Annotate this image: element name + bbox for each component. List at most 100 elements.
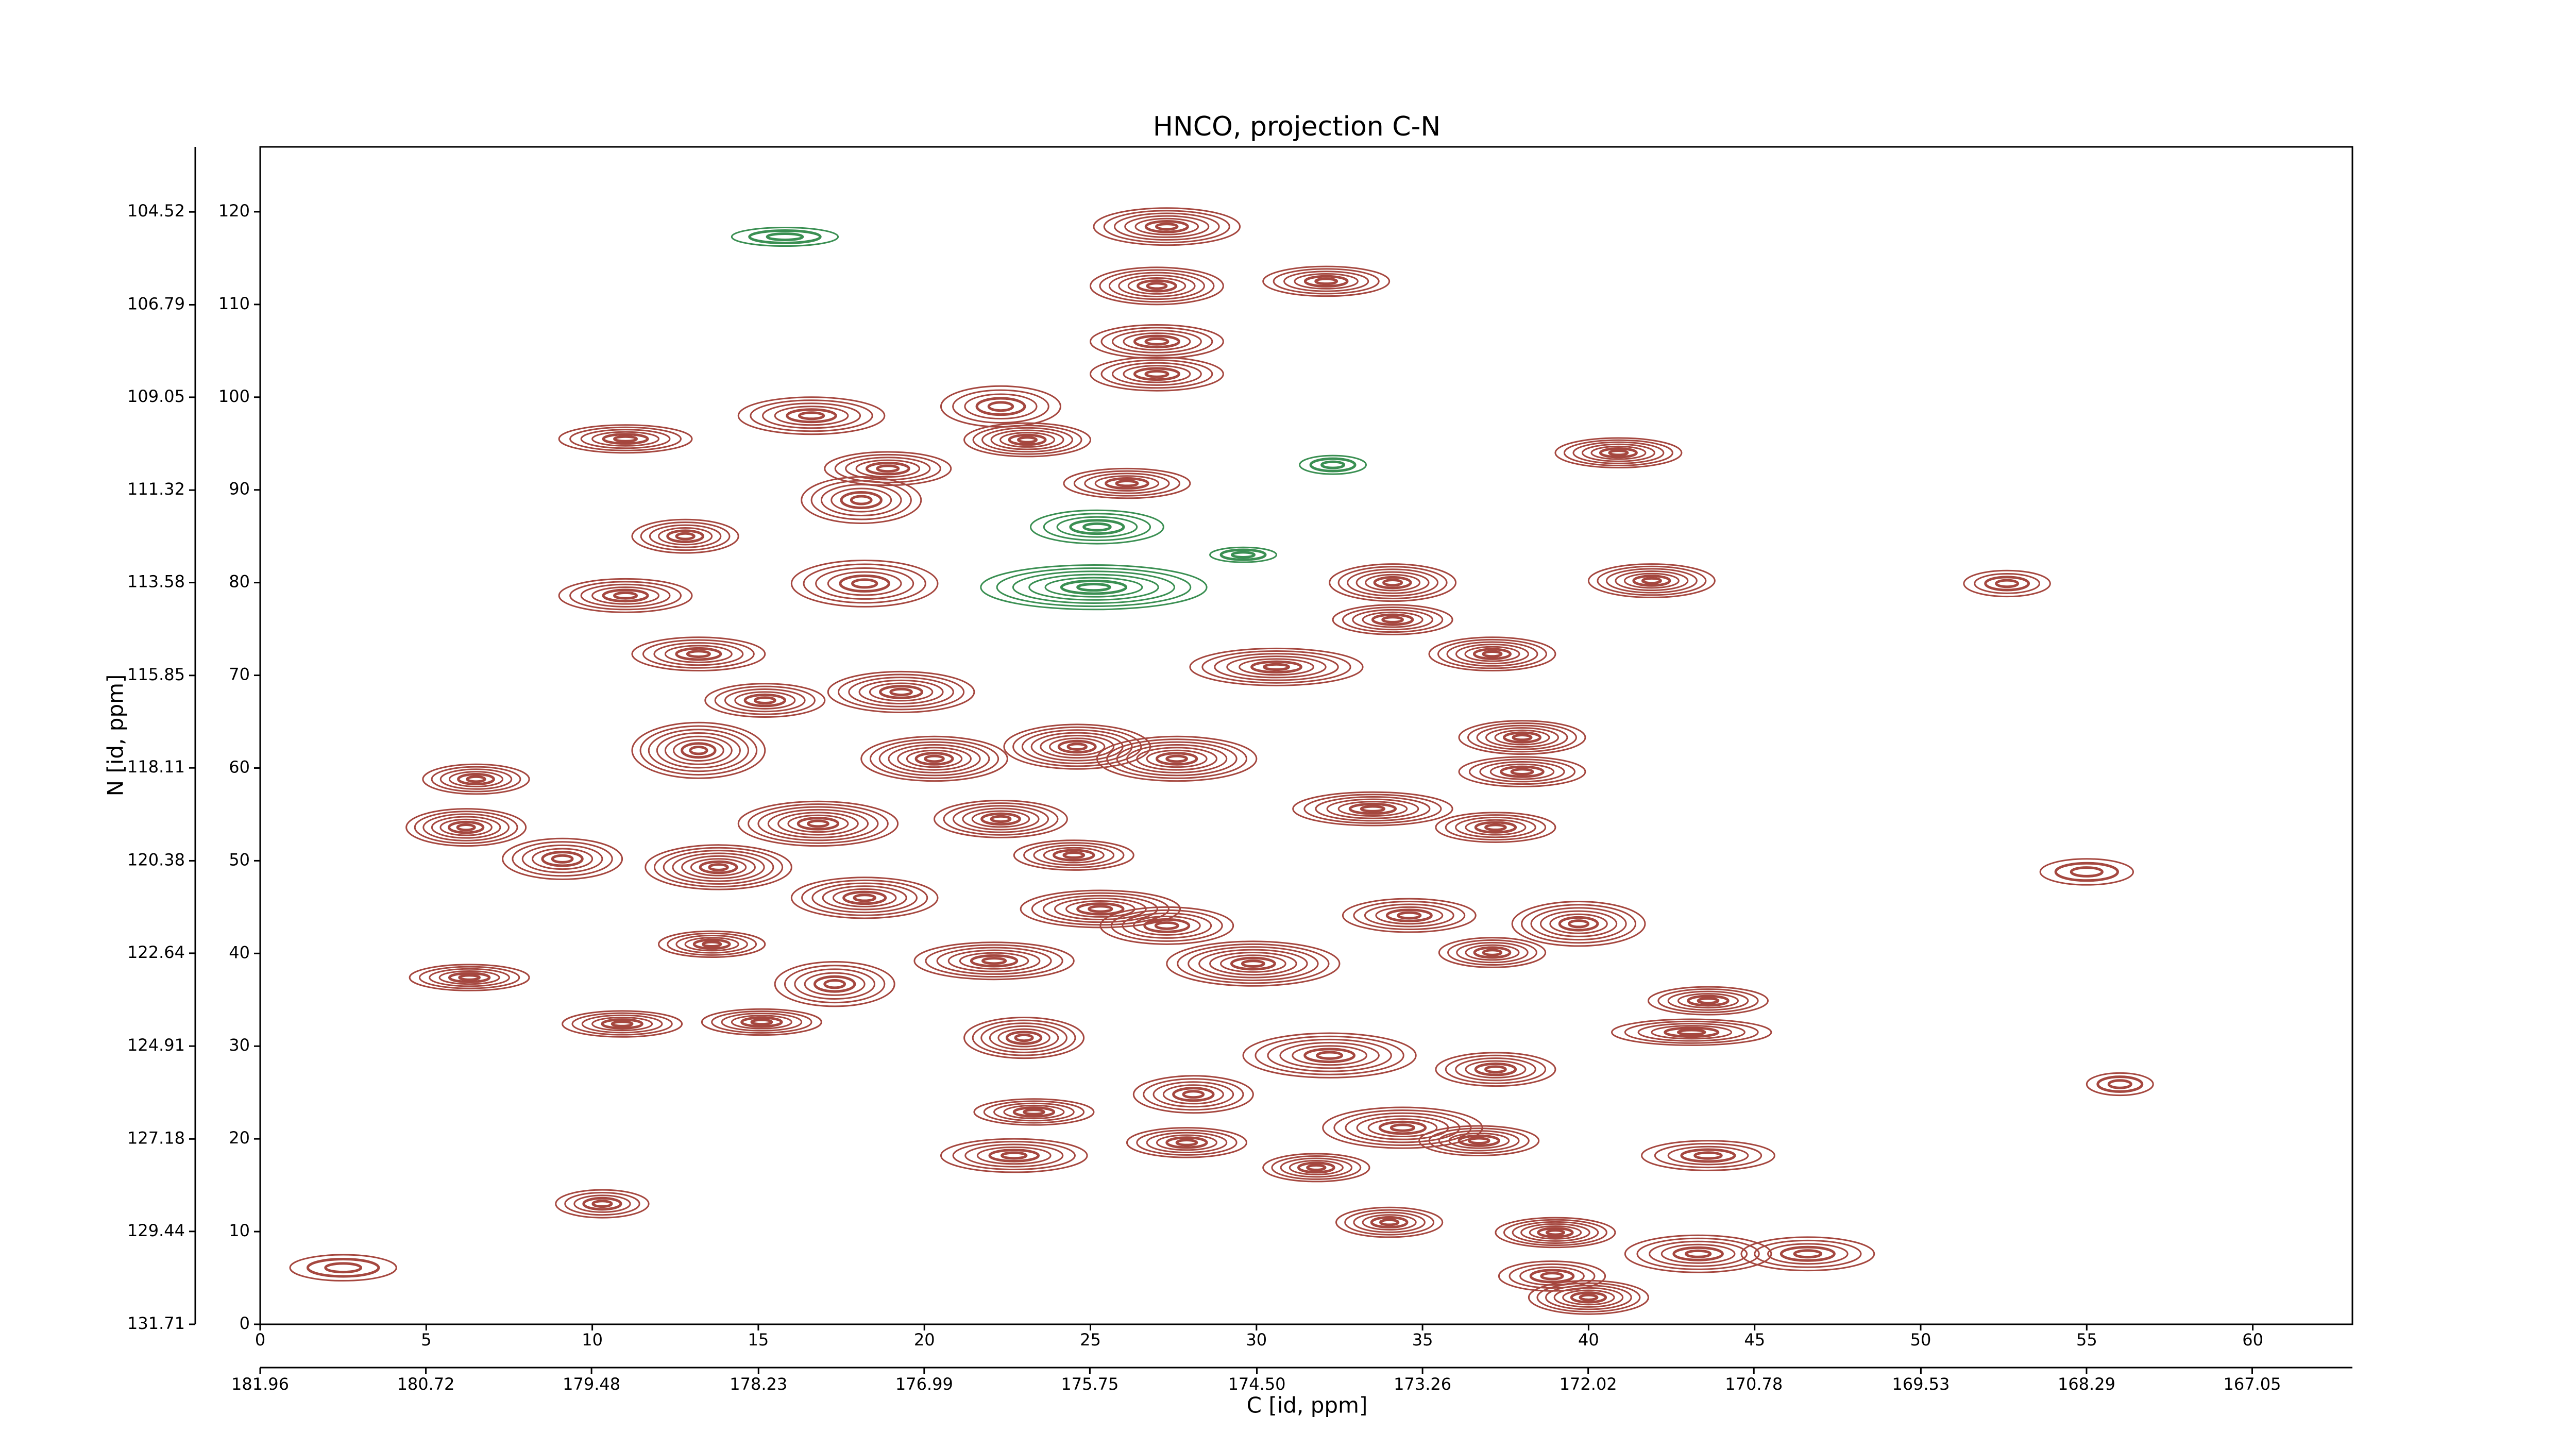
contour-level: [924, 754, 945, 763]
peak: [1132, 1075, 1254, 1114]
contour-level: [1144, 369, 1170, 378]
contour-level: [1084, 473, 1170, 494]
contour-level: [1182, 1090, 1205, 1099]
contour-level: [1314, 277, 1338, 285]
contour-level: [1537, 1227, 1574, 1238]
contour-level: [1292, 1045, 1367, 1066]
peak: [1099, 906, 1234, 945]
peak: [1332, 604, 1453, 635]
contour-level: [1677, 993, 1739, 1009]
contour-level: [1984, 576, 2030, 592]
contour-level: [1465, 819, 1527, 836]
y2-tick-label: 104.52: [127, 201, 185, 221]
contour-level: [1088, 905, 1113, 913]
contour-level: [1017, 436, 1038, 444]
peak: [701, 1008, 822, 1036]
contour-level: [1144, 337, 1170, 346]
contour-level: [1371, 613, 1414, 626]
x2-tick-label: 178.23: [730, 1374, 787, 1394]
peak: [1554, 437, 1683, 469]
contour-level: [999, 432, 1056, 448]
peak: [1262, 1153, 1370, 1183]
contour-level: [1090, 356, 1224, 392]
contour-level: [1468, 759, 1576, 785]
contour-level: [1029, 509, 1164, 545]
y-tick-label: 70: [229, 665, 250, 684]
y2-tick-label: 109.05: [127, 386, 185, 406]
contour-level: [1111, 329, 1202, 353]
contour-level: [1012, 1106, 1056, 1118]
contour-level: [993, 1102, 1075, 1122]
contour-level: [815, 567, 914, 600]
contour-level: [1455, 816, 1536, 838]
peak: [860, 735, 1008, 782]
contour-level: [681, 855, 756, 880]
contour-level: [936, 947, 1052, 975]
contour-level: [1013, 839, 1134, 871]
contour-level: [972, 425, 1082, 455]
x-tick-label: 55: [2076, 1330, 2097, 1350]
contour-level: [914, 752, 954, 766]
contour-level: [750, 1018, 773, 1026]
peak: [658, 930, 766, 958]
contour-level: [750, 399, 873, 432]
contour-level: [963, 422, 1092, 458]
contour-level: [1498, 1260, 1606, 1292]
contour-level: [714, 685, 816, 715]
contour-level: [981, 957, 1007, 965]
contour-level: [1166, 940, 1341, 987]
contour-level: [1073, 470, 1180, 497]
peak: [731, 227, 839, 247]
contour-level: [324, 1262, 363, 1274]
contour-level: [1069, 519, 1125, 535]
contour-level: [1963, 569, 2051, 598]
contour-level: [721, 1013, 803, 1032]
contour-level: [879, 685, 924, 699]
contour-level: [1172, 1087, 1215, 1102]
contour-level: [1397, 911, 1422, 920]
contour-level: [602, 433, 649, 445]
contour-level: [2054, 862, 2119, 882]
contour-level: [1641, 577, 1662, 585]
peak: [1189, 647, 1364, 686]
contour-level: [704, 683, 826, 718]
contour-level: [664, 645, 733, 663]
peak: [963, 422, 1092, 458]
contour-level: [1076, 582, 1111, 592]
contour-level: [1435, 1052, 1556, 1087]
contour-level: [571, 1012, 673, 1036]
contour-level: [963, 1016, 1085, 1059]
contour-level: [1554, 437, 1683, 469]
peak: [2086, 1072, 2154, 1097]
contour-level: [804, 972, 866, 996]
contour-level: [869, 738, 999, 779]
peak: [1418, 1125, 1540, 1157]
peak: [1166, 940, 1341, 987]
contour-level: [1623, 572, 1680, 589]
contour-level: [1054, 897, 1147, 921]
contour-level: [1479, 761, 1565, 783]
contour-level: [658, 527, 713, 546]
y2-tick-label: 122.64: [127, 942, 185, 962]
contour-level: [1362, 611, 1423, 628]
contour-level: [997, 1028, 1050, 1048]
contour-level: [1214, 653, 1339, 681]
contour-level: [1005, 1031, 1043, 1045]
x2-tick-label: 175.75: [1061, 1374, 1118, 1394]
contour-level: [1113, 212, 1220, 241]
contour-level: [564, 1192, 640, 1216]
peak: [1209, 546, 1277, 563]
contour-level: [1040, 735, 1115, 759]
contour-level: [1512, 1221, 1599, 1244]
contour-level: [827, 571, 902, 596]
contour-level: [1676, 1029, 1706, 1036]
contour-level: [774, 961, 895, 1007]
contour-level: [1143, 918, 1191, 933]
plot-frame: [259, 146, 2353, 1325]
contour-level: [869, 682, 934, 702]
contour-level: [740, 1016, 783, 1028]
contour-level: [1474, 1062, 1517, 1076]
contour-level: [824, 451, 952, 486]
peak: [1458, 756, 1586, 787]
x2-tick-label: 181.96: [231, 1374, 289, 1394]
